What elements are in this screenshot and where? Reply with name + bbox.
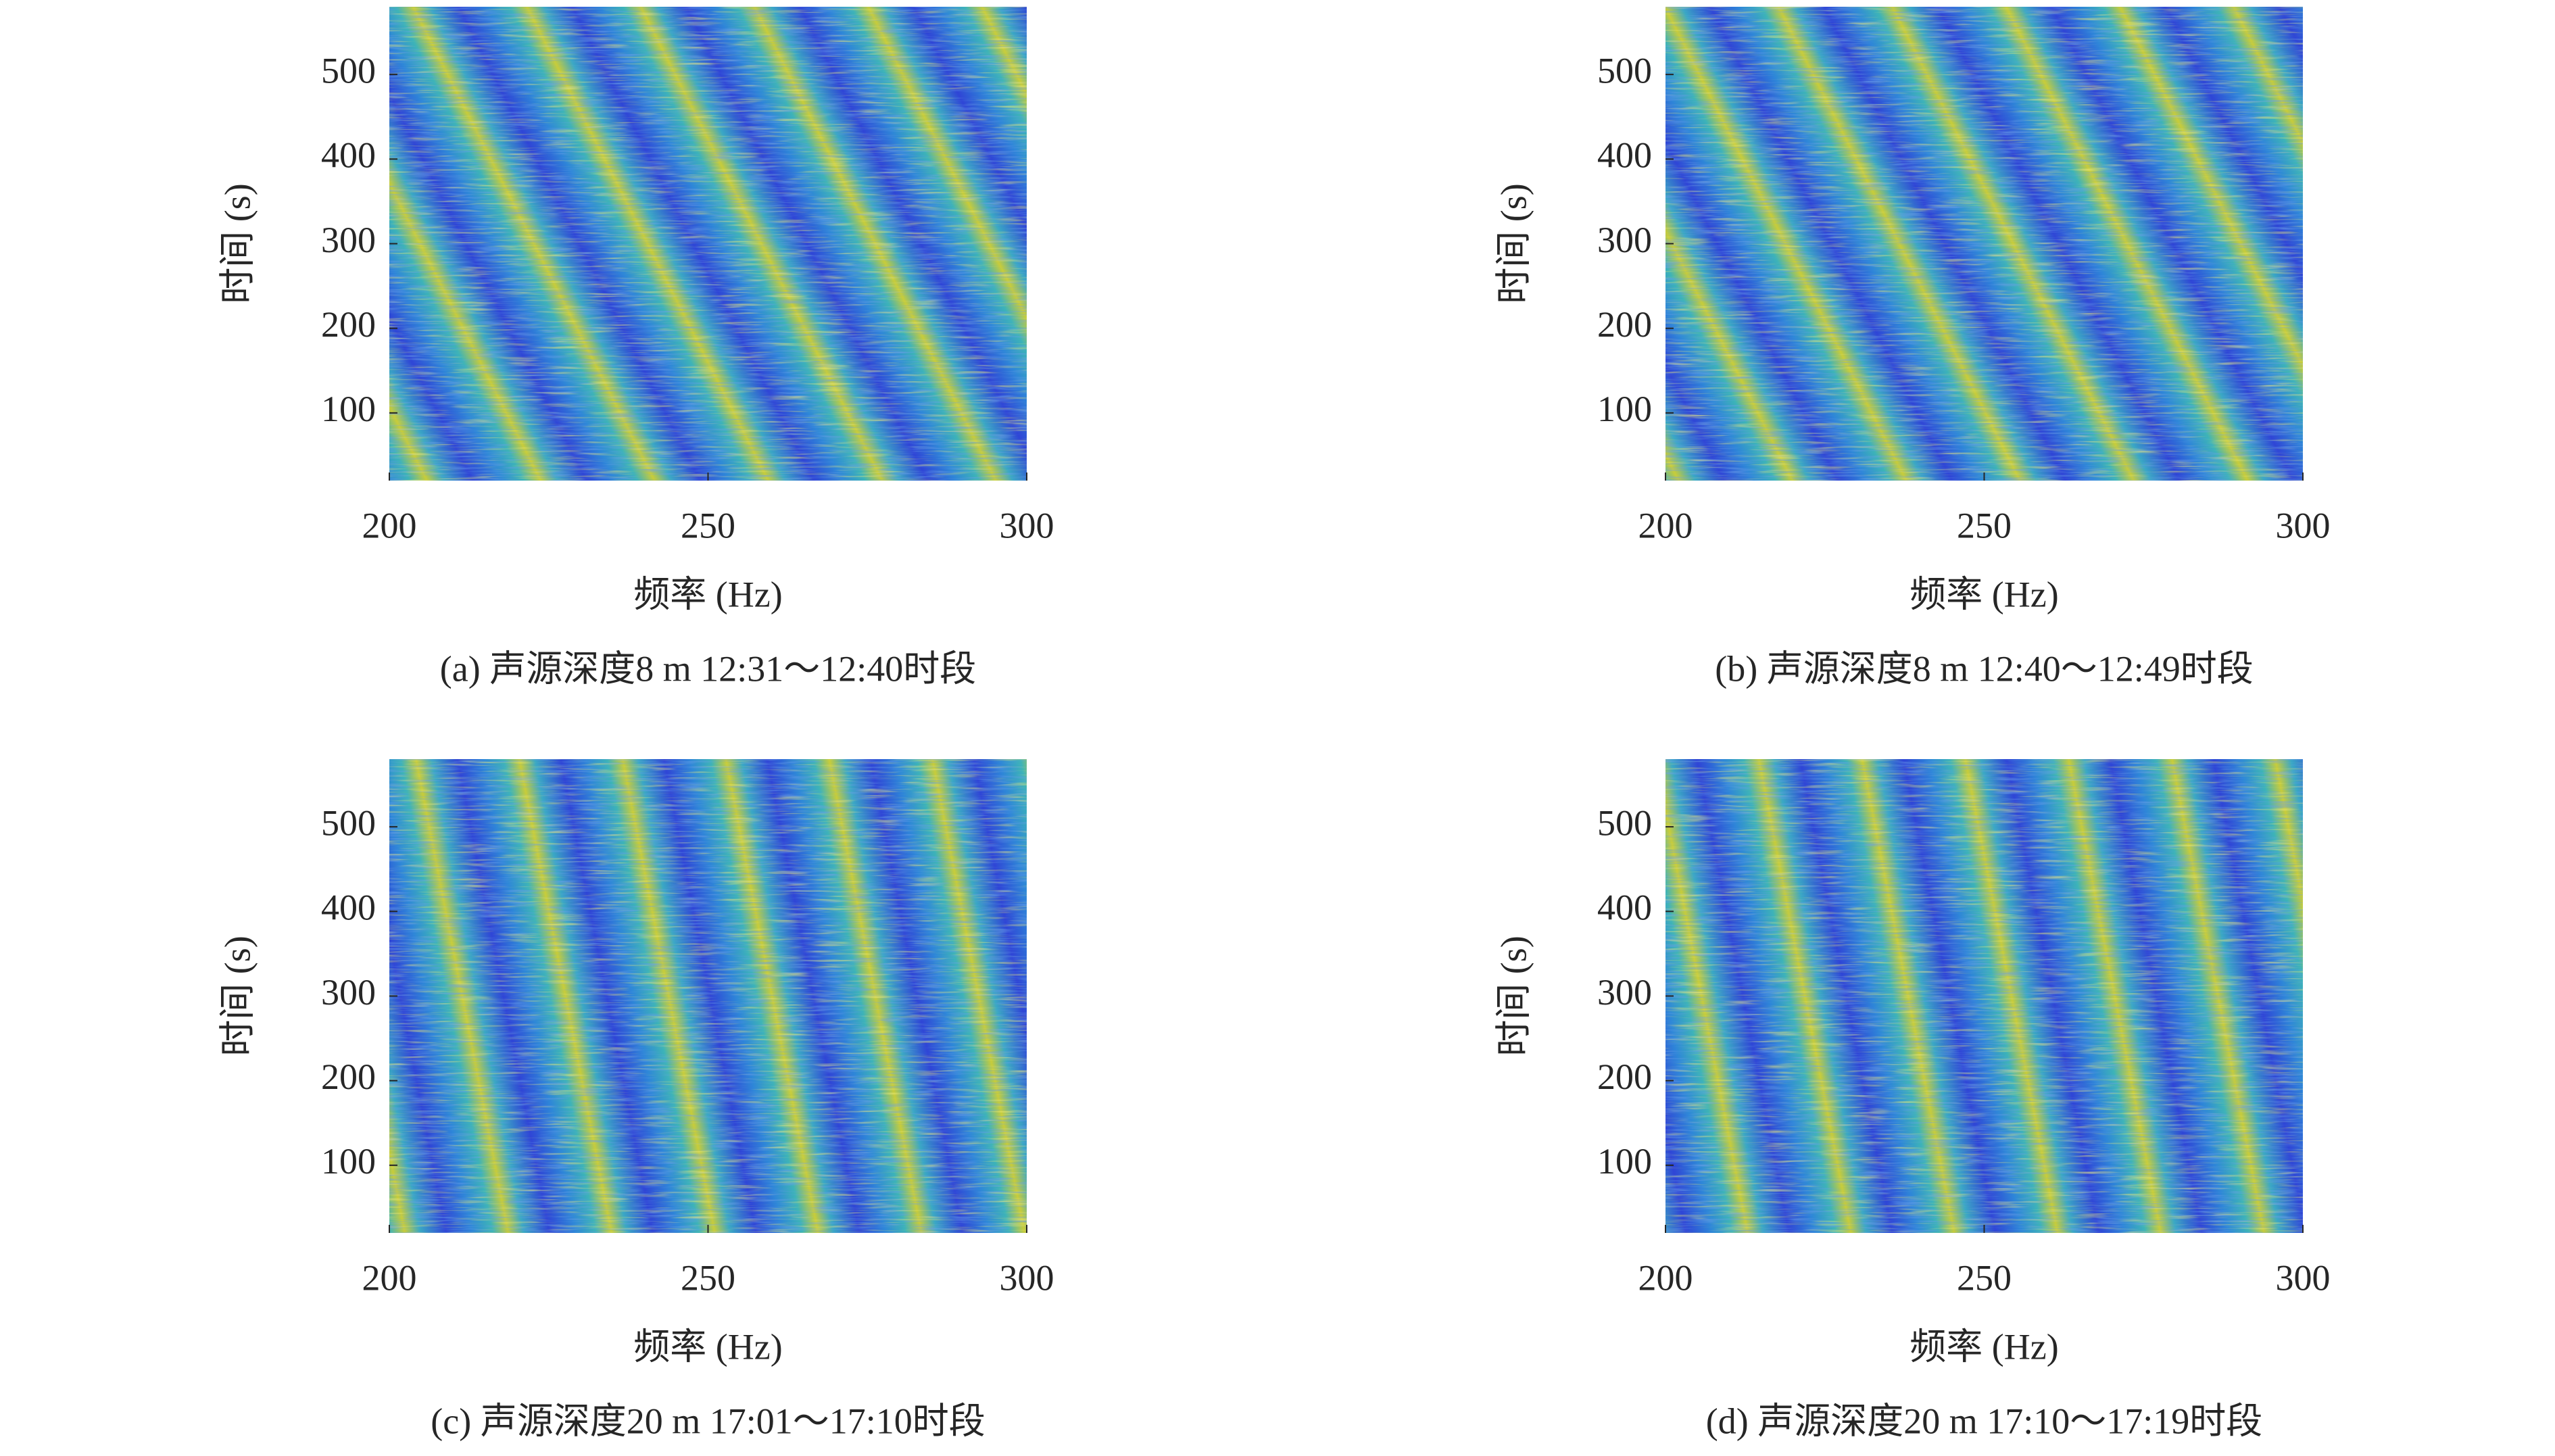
x-axis-label: 频率 (Hz): [633, 1326, 782, 1367]
x-tick-label: 300: [1000, 505, 1054, 545]
panel: 100 200 300 400 500 200 250 300 频率 (Hz) 时间 (s) (b)…: [1493, 7, 2331, 689]
y-tick-label: 400: [1597, 888, 1652, 928]
x-axis-label: 频率 (Hz): [633, 574, 782, 614]
caption: (a) 声源深度8 m 12:31～12:40时段: [440, 648, 976, 689]
y-tick-label: 400: [321, 888, 376, 928]
caption: (b) 声源深度8 m 12:40～12:49时段: [1715, 648, 2253, 689]
y-tick-label: 300: [1597, 972, 1652, 1013]
y-tick-label: 500: [1597, 51, 1652, 91]
x-tick-label: 200: [362, 1257, 417, 1298]
x-tick-label: 250: [1957, 1257, 2012, 1298]
x-tick-label: 250: [681, 505, 735, 545]
x-tick-label: 300: [2276, 505, 2331, 545]
y-tick-label: 200: [321, 1057, 376, 1097]
y-axis-label: 时间 (s): [1493, 936, 1534, 1056]
y-tick-label: 400: [321, 135, 376, 176]
panel: 100 200 300 400 500 200 250 300 频率 (Hz) 时间 (s) (a)…: [217, 7, 1054, 689]
y-tick-label: 100: [321, 389, 376, 429]
x-tick-label: 250: [1957, 505, 2012, 545]
panel: 100 200 300 400 500 200 250 300 频率 (Hz) 时间 (s) (d)…: [1493, 759, 2331, 1441]
x-tick-label: 300: [1000, 1257, 1054, 1298]
y-tick-label: 100: [321, 1141, 376, 1182]
y-tick-label: 200: [1597, 1057, 1652, 1097]
y-axis-label: 时间 (s): [1493, 183, 1534, 304]
y-tick-label: 200: [1597, 304, 1652, 345]
x-tick-label: 200: [1638, 505, 1693, 545]
x-tick-label: 200: [362, 505, 417, 545]
x-tick-label: 250: [681, 1257, 735, 1298]
y-tick-label: 500: [1597, 803, 1652, 844]
y-tick-label: 500: [321, 803, 376, 844]
y-tick-label: 100: [1597, 389, 1652, 429]
heatmap-noise: [389, 759, 1027, 1233]
panel: 100 200 300 400 500 200 250 300 频率 (Hz) 时间 (s) (c)…: [217, 759, 1054, 1441]
y-tick-label: 300: [321, 220, 376, 260]
caption: (c) 声源深度20 m 17:01～17:10时段: [431, 1401, 985, 1441]
x-axis-label: 频率 (Hz): [1909, 1326, 2058, 1367]
y-tick-label: 400: [1597, 135, 1652, 176]
x-axis-label: 频率 (Hz): [1909, 574, 2058, 614]
y-tick-label: 500: [321, 51, 376, 91]
x-tick-label: 200: [1638, 1257, 1693, 1298]
y-axis-label: 时间 (s): [217, 183, 258, 304]
y-tick-label: 100: [1597, 1141, 1652, 1182]
y-tick-label: 200: [321, 304, 376, 345]
caption: (d) 声源深度20 m 17:10～17:19时段: [1706, 1401, 2262, 1441]
heatmap-noise: [1665, 759, 2303, 1233]
y-axis-label: 时间 (s): [217, 936, 258, 1056]
y-tick-label: 300: [321, 972, 376, 1013]
heatmap-noise: [389, 7, 1027, 481]
x-tick-label: 300: [2276, 1257, 2331, 1298]
heatmap-noise: [1665, 7, 2303, 481]
y-tick-label: 300: [1597, 220, 1652, 260]
